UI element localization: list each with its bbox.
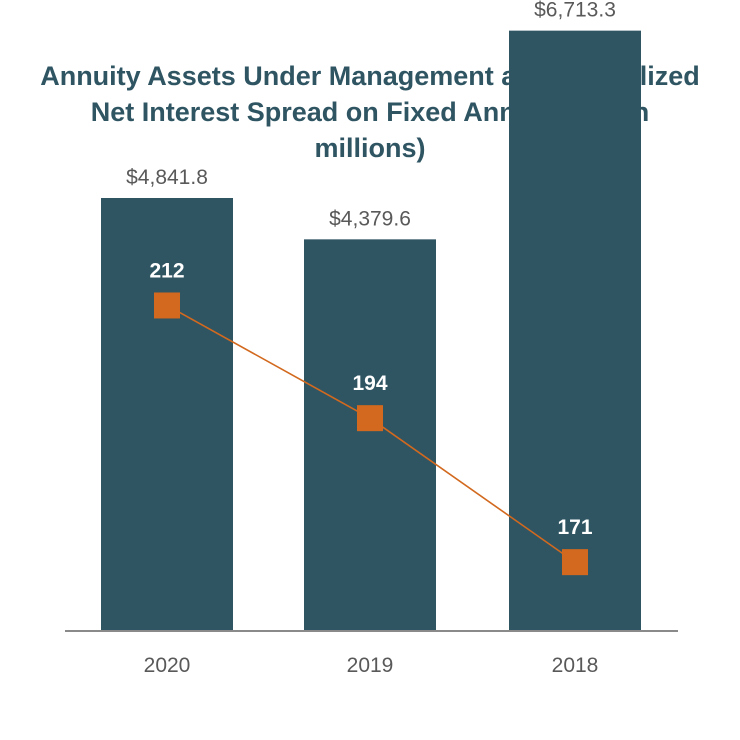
x-tick-label-2020: 2020 <box>144 654 191 677</box>
bar-2019 <box>304 239 436 631</box>
spread-value-label-2019: 194 <box>352 372 387 395</box>
x-axis: 2020 2019 2018 <box>65 630 678 677</box>
labels-layer: $4,841.8 $4,379.6 $6,713.3 212 194 171 <box>126 0 616 539</box>
spread-line-layer <box>154 292 588 576</box>
spread-value-label-2018: 171 <box>557 516 592 539</box>
spread-marker-2019 <box>357 405 383 432</box>
spread-value-label-2020: 212 <box>149 259 184 282</box>
bars-layer <box>101 30 641 632</box>
x-tick-label-2019: 2019 <box>347 654 394 677</box>
bar-2018 <box>509 30 641 632</box>
bar-value-label-2019: $4,379.6 <box>329 207 411 230</box>
bar-2020 <box>101 198 233 631</box>
bar-value-label-2020: $4,841.8 <box>126 166 208 189</box>
bar-value-label-2018: $6,713.3 <box>534 0 616 22</box>
spread-marker-2018 <box>562 549 588 576</box>
spread-marker-2020 <box>154 292 180 319</box>
x-tick-label-2018: 2018 <box>552 654 599 677</box>
